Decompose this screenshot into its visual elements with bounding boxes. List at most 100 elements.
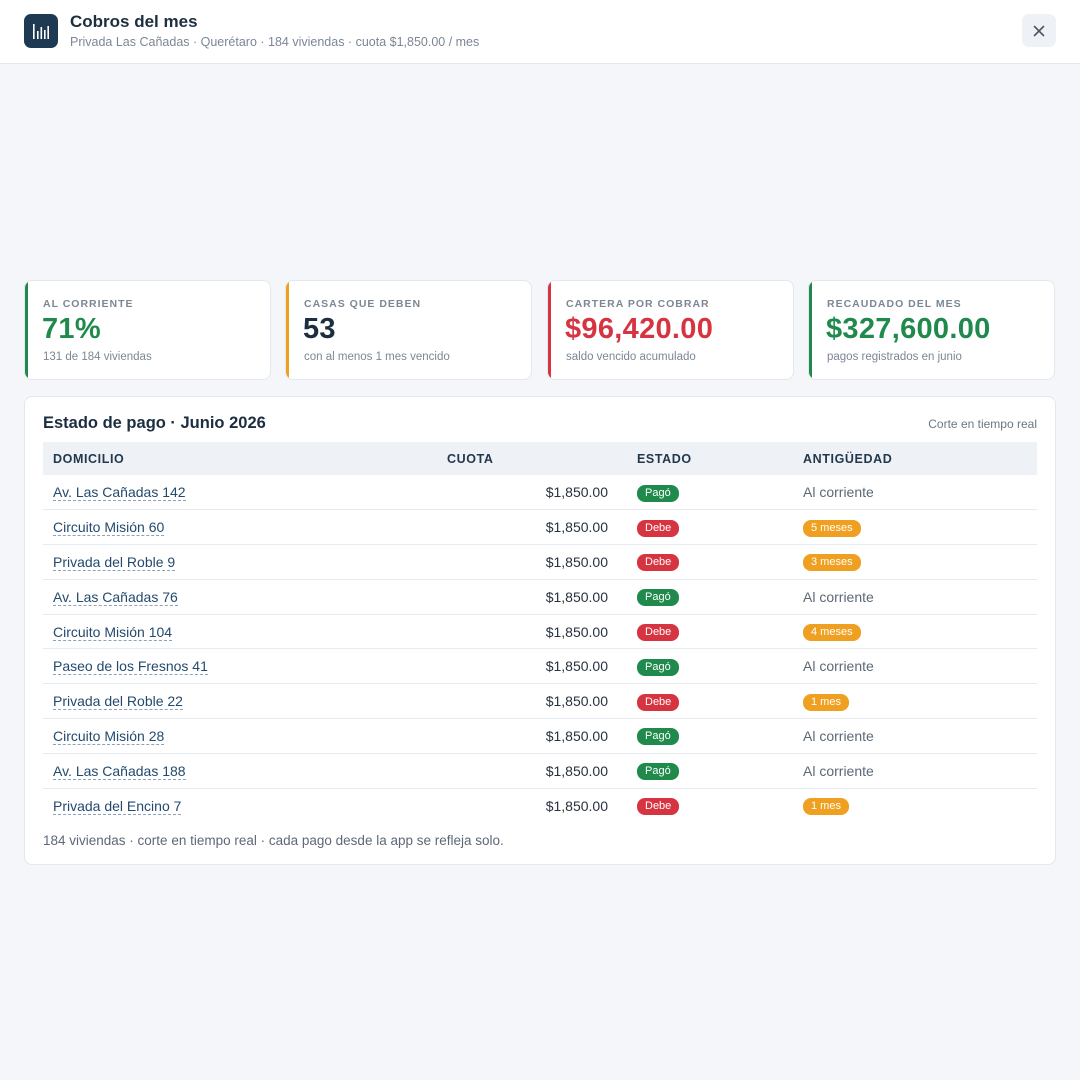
fee-cell: $1,850.00: [545, 658, 608, 675]
kpi-value: 71%: [42, 313, 101, 345]
table-row[interactable]: Av. Las Cañadas 188 $1,850.00 Pagó Al corri…: [43, 753, 1037, 789]
kpi-label: AL CORRIENTE: [43, 298, 134, 310]
payments-table: DOMICILIO CUOTA ESTADO ANTIGÜEDAD Av. La…: [43, 442, 1037, 823]
fee-cell: $1,850.00: [545, 484, 608, 501]
table-row[interactable]: Circuito Misión 28 $1,850.00 Pagó Al corrie…: [43, 719, 1037, 754]
fee-cell: $1,850.00: [545, 623, 608, 640]
kpi-value: $327,600.00: [826, 313, 991, 345]
status-badge: Pagó: [637, 763, 679, 781]
fee-cell: $1,850.00: [545, 762, 608, 779]
table-footnote: 184 viviendas · corte en tiempo real · c…: [43, 833, 504, 848]
address-link[interactable]: Privada del Encino 7: [53, 797, 182, 815]
fee-cell: $1,850.00: [545, 727, 608, 744]
table-row[interactable]: Circuito Misión 60 $1,850.00 Debe 5 meses: [43, 510, 1037, 545]
kpi-accent-bar: [25, 281, 28, 379]
status-cell: Debe: [627, 684, 793, 719]
address-link[interactable]: Av. Las Cañadas 76: [53, 588, 178, 606]
page-subtitle: Privada Las Cañadas · Querétaro · 184 vi…: [70, 35, 480, 49]
table-row[interactable]: Av. Las Cañadas 142 $1,850.00 Pagó Al corri…: [43, 475, 1037, 510]
panel-title: Estado de pago · Junio 2026: [43, 414, 266, 432]
address-cell: Privada del Encino 7: [43, 788, 437, 823]
kpi-value: $96,420.00: [565, 313, 714, 345]
column-header-age[interactable]: ANTIGÜEDAD: [803, 451, 893, 466]
status-cell: Pagó: [627, 579, 793, 614]
address-cell: Privada del Roble 22: [43, 684, 437, 719]
status-badge: Pagó: [637, 658, 679, 676]
address-cell: Av. Las Cañadas 142: [43, 475, 437, 510]
status-badge: Pagó: [637, 728, 679, 746]
address-link[interactable]: Privada del Roble 9: [53, 553, 176, 571]
kpi-accent-bar: [809, 281, 812, 379]
kpi-accent-bar: [286, 281, 289, 379]
age-cell: 1 mes: [793, 788, 1037, 823]
age-text: Al corriente: [803, 658, 874, 675]
status-badge: Debe: [637, 519, 680, 537]
status-cell: Debe: [627, 788, 793, 823]
address-cell: Circuito Misión 28: [43, 719, 437, 754]
address-link[interactable]: Paseo de los Fresnos 41: [53, 658, 208, 676]
age-text: Al corriente: [803, 484, 874, 501]
realtime-note: Corte en tiempo real: [928, 417, 1037, 431]
fee-cell: $1,850.00: [545, 553, 608, 570]
payment-status-panel: Estado de pago · Junio 2026 Corte en tie…: [24, 396, 1056, 865]
kpi-card: CARTERA POR COBRAR $96,420.00 saldo vencid…: [547, 280, 794, 380]
table-row[interactable]: Privada del Roble 22 $1,850.00 Debe 1 mes: [43, 684, 1037, 719]
address-link[interactable]: Privada del Roble 22: [53, 693, 183, 711]
table-row[interactable]: Privada del Roble 9 $1,850.00 Debe 3 meses: [43, 545, 1037, 580]
age-cell: 1 mes: [793, 684, 1037, 719]
address-cell: Paseo de los Fresnos 41: [43, 649, 437, 684]
status-badge: Debe: [637, 798, 680, 816]
kpi-card: AL CORRIENTE 71% 131 de 184 viviendas: [24, 280, 271, 380]
column-header-status[interactable]: ESTADO: [637, 451, 692, 466]
kpi-card: RECAUDADO DEL MES $327,600.00 pagos regist…: [808, 280, 1055, 380]
age-badge: 1 mes: [803, 693, 849, 711]
age-cell: 5 meses: [793, 510, 1037, 545]
table-row[interactable]: Privada del Encino 7 $1,850.00 Debe 1 mes: [43, 788, 1037, 823]
age-badge: 5 meses: [803, 519, 861, 537]
age-cell: 3 meses: [793, 545, 1037, 580]
kpi-note: saldo vencido acumulado: [566, 351, 696, 363]
table-header-row: DOMICILIO CUOTA ESTADO ANTIGÜEDAD: [43, 442, 1037, 475]
age-cell: 4 meses: [793, 614, 1037, 649]
kpi-label: CARTERA POR COBRAR: [566, 298, 710, 310]
address-cell: Av. Las Cañadas 188: [43, 753, 437, 788]
age-text: Al corriente: [803, 762, 874, 779]
kpi-card: CASAS QUE DEBEN 53 con al menos 1 mes venc…: [285, 280, 532, 380]
table-row[interactable]: Circuito Misión 104 $1,850.00 Debe 4 meses: [43, 614, 1037, 649]
address-link[interactable]: Circuito Misión 28: [53, 727, 165, 745]
age-badge: 3 meses: [803, 554, 861, 572]
kpi-note: pagos registrados en junio: [827, 351, 962, 363]
column-header-fee[interactable]: CUOTA: [447, 451, 494, 466]
status-cell: Debe: [627, 614, 793, 649]
status-badge: Debe: [637, 693, 680, 711]
header-bar: Cobros del mes Privada Las Cañadas · Que…: [0, 0, 1080, 64]
age-text: Al corriente: [803, 727, 874, 744]
address-link[interactable]: Circuito Misión 104: [53, 623, 173, 641]
status-cell: Debe: [627, 545, 793, 580]
status-cell: Pagó: [627, 475, 793, 510]
address-cell: Av. Las Cañadas 76: [43, 579, 437, 614]
column-header-address[interactable]: DOMICILIO: [53, 451, 125, 466]
address-link[interactable]: Av. Las Cañadas 142: [53, 484, 186, 502]
page-title: Cobros del mes: [70, 12, 198, 31]
close-button[interactable]: [1022, 14, 1056, 47]
kpi-note: con al menos 1 mes vencido: [304, 351, 450, 363]
table-row[interactable]: Paseo de los Fresnos 41 $1,850.00 Pagó Al c…: [43, 649, 1037, 684]
close-icon: [1033, 25, 1045, 36]
fee-cell: $1,850.00: [545, 797, 608, 814]
table-row[interactable]: Av. Las Cañadas 76 $1,850.00 Pagó Al corrie…: [43, 579, 1037, 615]
status-cell: Pagó: [627, 753, 793, 788]
status-cell: Pagó: [627, 719, 793, 754]
fee-cell: $1,850.00: [545, 588, 608, 605]
kpi-accent-bar: [548, 281, 551, 379]
address-cell: Circuito Misión 60: [43, 510, 437, 545]
status-badge: Pagó: [637, 484, 679, 502]
fee-cell: $1,850.00: [545, 519, 608, 536]
status-cell: Pagó: [627, 649, 793, 684]
status-cell: Debe: [627, 510, 793, 545]
kpi-label: CASAS QUE DEBEN: [304, 298, 422, 310]
age-badge: 1 mes: [803, 798, 849, 816]
age-text: Al corriente: [803, 588, 874, 605]
address-link[interactable]: Av. Las Cañadas 188: [53, 762, 186, 780]
address-link[interactable]: Circuito Misión 60: [53, 519, 165, 537]
